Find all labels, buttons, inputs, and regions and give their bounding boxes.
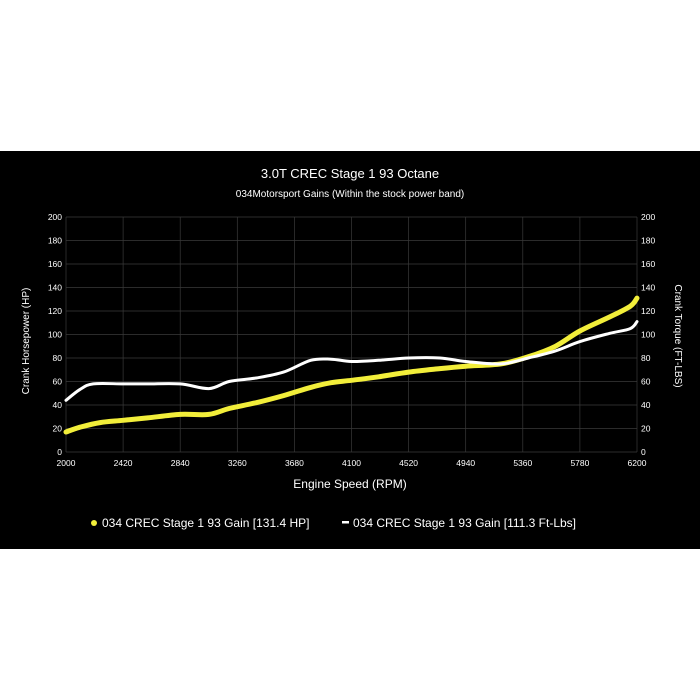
series-line-hp	[63, 295, 640, 435]
y-right-tick-label: 20	[641, 424, 651, 434]
y-left-tick-label: 20	[53, 424, 63, 434]
y-right-tick-label: 60	[641, 377, 651, 387]
x-tick-label: 2840	[171, 458, 190, 468]
x-tick-label: 4940	[456, 458, 475, 468]
y-left-tick-label: 160	[48, 259, 62, 269]
line-chart: 3.0T CREC Stage 1 93 Octane 034Motorspor…	[21, 166, 683, 530]
series-lines	[63, 295, 640, 435]
x-tick-label: 4100	[342, 458, 361, 468]
chart-subtitle: 034Motorsport Gains (Within the stock po…	[236, 189, 464, 200]
y-left-tick-label: 120	[48, 306, 62, 316]
y-left-tick-label: 80	[53, 353, 63, 363]
x-tick-label: 2000	[57, 458, 76, 468]
y-left-tick-label: 40	[53, 400, 63, 410]
y-right-tick-label: 120	[641, 306, 655, 316]
x-tick-labels: 2000 2420 2840 3260 3680 4100 4520 4940 5360 5780…	[57, 458, 647, 468]
x-tick-label: 3680	[285, 458, 304, 468]
x-axis-label: Engine Speed (RPM)	[293, 477, 406, 491]
x-tick-label: 3260	[228, 458, 247, 468]
legend-marker-hp	[91, 520, 97, 526]
y-left-tick-label: 100	[48, 330, 62, 340]
chart-title: 3.0T CREC Stage 1 93 Octane	[261, 166, 439, 181]
legend: 034 CREC Stage 1 93 Gain [131.4 HP] 034 …	[91, 516, 576, 530]
chart-panel: 3.0T CREC Stage 1 93 Octane 034Motorspor…	[0, 151, 700, 549]
legend-label-hp: 034 CREC Stage 1 93 Gain [131.4 HP]	[102, 516, 309, 530]
y-left-tick-labels: 0 20 40 60 80 100 120 140 160 180 200	[48, 212, 62, 457]
y-right-tick-label: 80	[641, 353, 651, 363]
y-right-tick-labels: 0 20 40 60 80 100 120 140 160 180 200	[641, 212, 655, 457]
x-tick-label: 5360	[513, 458, 532, 468]
x-tick-label: 4520	[399, 458, 418, 468]
y-right-tick-label: 0	[641, 447, 646, 457]
y-left-tick-label: 60	[53, 377, 63, 387]
x-tick-label: 2420	[114, 458, 133, 468]
x-tick-label: 5780	[570, 458, 589, 468]
y-right-tick-label: 100	[641, 330, 655, 340]
y-right-tick-label: 140	[641, 283, 655, 293]
series-line-torque	[64, 320, 639, 402]
y-right-tick-label: 200	[641, 212, 655, 222]
y-right-tick-label: 160	[641, 259, 655, 269]
legend-label-torque: 034 CREC Stage 1 93 Gain [111.3 Ft-Lbs]	[353, 516, 576, 530]
y-right-tick-label: 180	[641, 236, 655, 246]
y-left-tick-label: 140	[48, 283, 62, 293]
y-left-tick-label: 200	[48, 212, 62, 222]
y-right-axis-label: Crank Torque (FT-LBS)	[672, 284, 683, 387]
y-left-axis-label: Crank Horsepower (HP)	[21, 288, 32, 395]
y-left-tick-label: 180	[48, 236, 62, 246]
y-left-tick-label: 0	[57, 447, 62, 457]
legend-marker-torque	[342, 521, 349, 524]
y-right-tick-label: 40	[641, 400, 651, 410]
x-tick-label: 6200	[628, 458, 647, 468]
